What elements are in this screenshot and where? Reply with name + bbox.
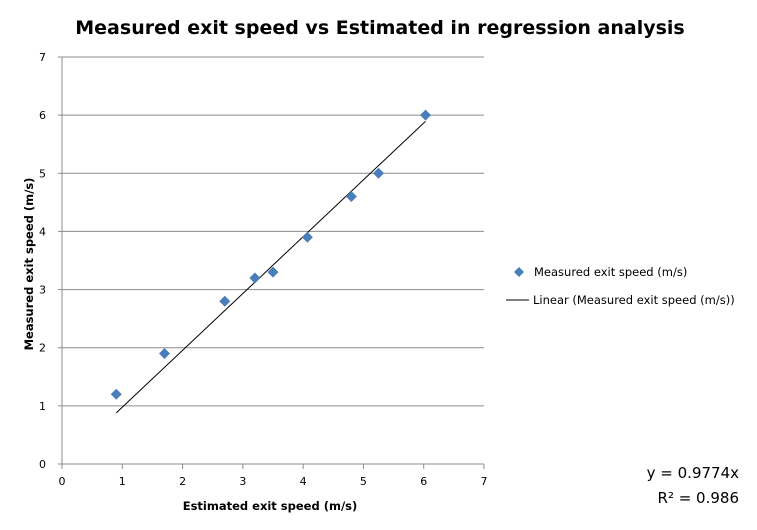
- y-tick-labels: 0 1 2 3 4 5 6 7: [39, 51, 46, 471]
- data-point: [219, 295, 231, 307]
- x-tick-label: 7: [481, 475, 488, 488]
- x-tick-label: 6: [420, 475, 427, 488]
- grid-lines: [62, 56, 484, 407]
- data-points: [110, 109, 432, 400]
- y-tick-label: 1: [39, 400, 46, 413]
- data-point: [301, 231, 313, 243]
- x-tick-label: 4: [300, 475, 307, 488]
- data-point: [373, 167, 384, 179]
- trendline-equation: y = 0.9774x: [647, 464, 739, 482]
- trendline: [115, 120, 426, 414]
- x-tick-label: 1: [119, 475, 126, 488]
- r-squared-label: R² = 0.986: [658, 489, 739, 507]
- legend-label-series: Measured exit speed (m/s): [534, 265, 687, 279]
- axes: [58, 56, 485, 469]
- data-point: [110, 388, 122, 400]
- x-tick-label: 3: [239, 475, 246, 488]
- legend-marker-diamond: [514, 267, 524, 277]
- data-point: [249, 272, 261, 284]
- chart-title: Measured exit speed vs Estimated in regr…: [75, 17, 684, 39]
- data-point: [267, 266, 279, 278]
- data-point: [420, 109, 432, 121]
- legend-label-trendline: Linear (Measured exit speed (m/s)): [533, 293, 735, 307]
- x-axis-title: Estimated exit speed (m/s): [183, 499, 358, 513]
- y-axis-title: Measured exit speed (m/s): [22, 178, 36, 351]
- trendline-layer: [115, 120, 426, 414]
- data-point: [345, 191, 357, 203]
- y-tick-label: 0: [39, 458, 46, 471]
- data-point: [158, 348, 170, 360]
- x-tick-label: 5: [360, 475, 367, 488]
- x-tick-labels: 0 1 2 3 4 5 6 7: [59, 475, 488, 488]
- y-tick-label: 4: [39, 225, 46, 238]
- y-tick-label: 5: [39, 167, 46, 180]
- y-tick-label: 7: [39, 51, 46, 64]
- x-tick-label: 0: [59, 475, 66, 488]
- y-tick-label: 2: [39, 342, 46, 355]
- x-tick-label: 2: [179, 475, 186, 488]
- y-tick-label: 6: [39, 109, 46, 122]
- y-tick-label: 3: [39, 284, 46, 297]
- legend: Measured exit speed (m/s) Linear (Measur…: [506, 265, 735, 307]
